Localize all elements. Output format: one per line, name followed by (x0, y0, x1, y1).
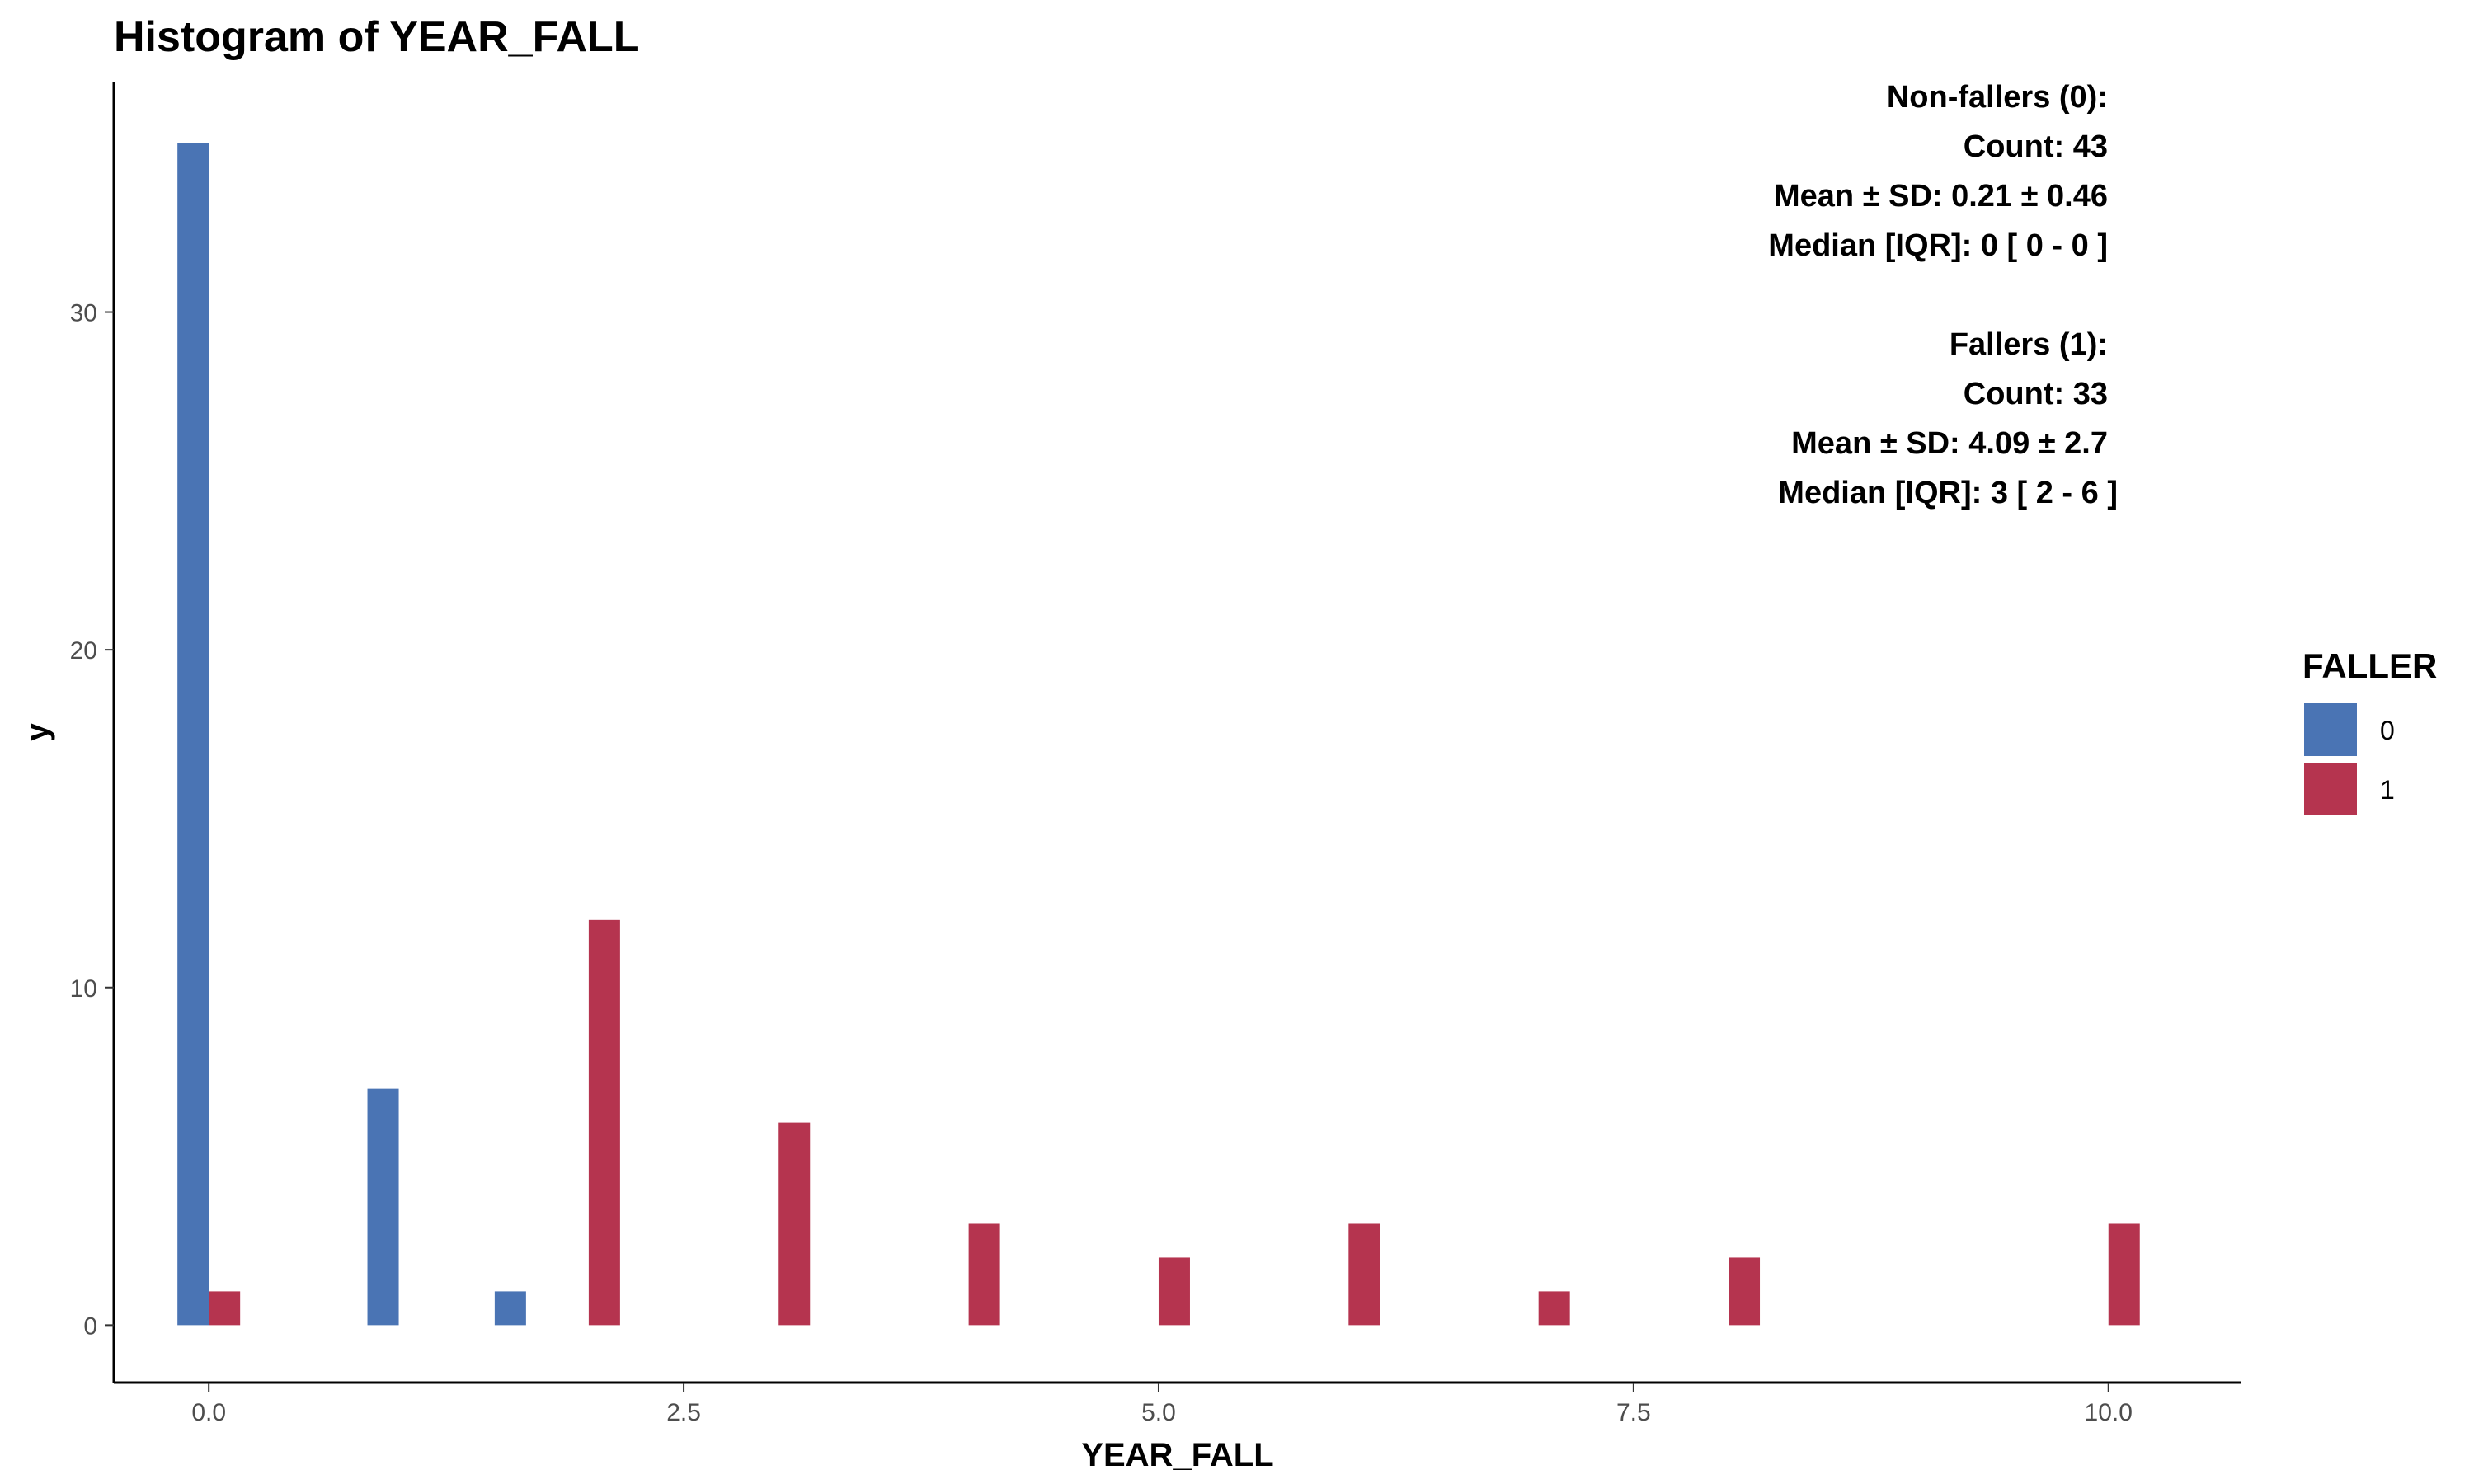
legend-title: FALLER (2302, 646, 2437, 685)
annotation-line: Median [IQR]: 3 [ 2 - 6 ] (1778, 476, 2118, 510)
annotation-line: Non-fallers (0): (1887, 80, 2108, 115)
bar-series-1-2 (778, 1122, 811, 1326)
legend: FALLER 01 (2302, 646, 2437, 815)
annotation-line: Fallers (1): (1950, 327, 2108, 362)
bar-series-1-6 (1538, 1291, 1570, 1326)
annotation-line: Count: 43 (1964, 129, 2108, 164)
x-axis-ticks: 0.0 2.5 5.0 7.5 10.0 (191, 1383, 2133, 1426)
x-tick-label: 5.0 (1141, 1399, 1176, 1426)
summary-annotation: Non-fallers (0): Count: 43 Mean ± SD: 0.21… (1768, 80, 2118, 510)
y-axis-label: y (19, 722, 55, 741)
bar-series-1-1 (588, 919, 620, 1326)
bar-series-0-2 (494, 1291, 526, 1326)
annotation-line: Count: 33 (1964, 377, 2108, 411)
bar-series-0-1 (367, 1088, 399, 1326)
bar-series-0-0 (177, 143, 209, 1326)
bar-series-1-3 (968, 1223, 1000, 1326)
legend-label-0: 0 (2380, 716, 2395, 745)
chart-title: Histogram of YEAR_FALL (114, 13, 640, 61)
annotation-line: Mean ± SD: 0.21 ± 0.46 (1774, 179, 2108, 214)
annotation-line: Median [IQR]: 0 [ 0 - 0 ] (1768, 228, 2108, 263)
x-tick-label: 0.0 (191, 1399, 226, 1426)
legend-key-1 (2304, 763, 2357, 815)
y-tick-label: 0 (83, 1313, 97, 1340)
y-tick-label: 30 (70, 300, 97, 327)
y-tick-label: 20 (70, 637, 97, 665)
bar-series-1-4 (1158, 1257, 1190, 1326)
annotation-line: Mean ± SD: 4.09 ± 2.7 (1791, 426, 2108, 461)
legend-items: 01 (2304, 703, 2395, 815)
x-tick-label: 7.5 (1616, 1399, 1651, 1426)
bar-series-1-7 (1729, 1257, 1761, 1326)
x-tick-label: 2.5 (666, 1399, 701, 1426)
x-tick-label: 10.0 (2085, 1399, 2133, 1426)
y-tick-label: 10 (70, 975, 97, 1003)
bar-series-1-0 (209, 1291, 241, 1326)
y-axis-ticks: 0 10 20 30 (70, 300, 114, 1340)
legend-key-0 (2304, 703, 2357, 756)
bar-series-1-5 (1348, 1223, 1380, 1326)
bar-series-1-8 (2108, 1223, 2140, 1326)
legend-label-1: 1 (2380, 775, 2395, 805)
bars-layer (177, 143, 2140, 1326)
x-axis-label: YEAR_FALL (1081, 1437, 1273, 1473)
